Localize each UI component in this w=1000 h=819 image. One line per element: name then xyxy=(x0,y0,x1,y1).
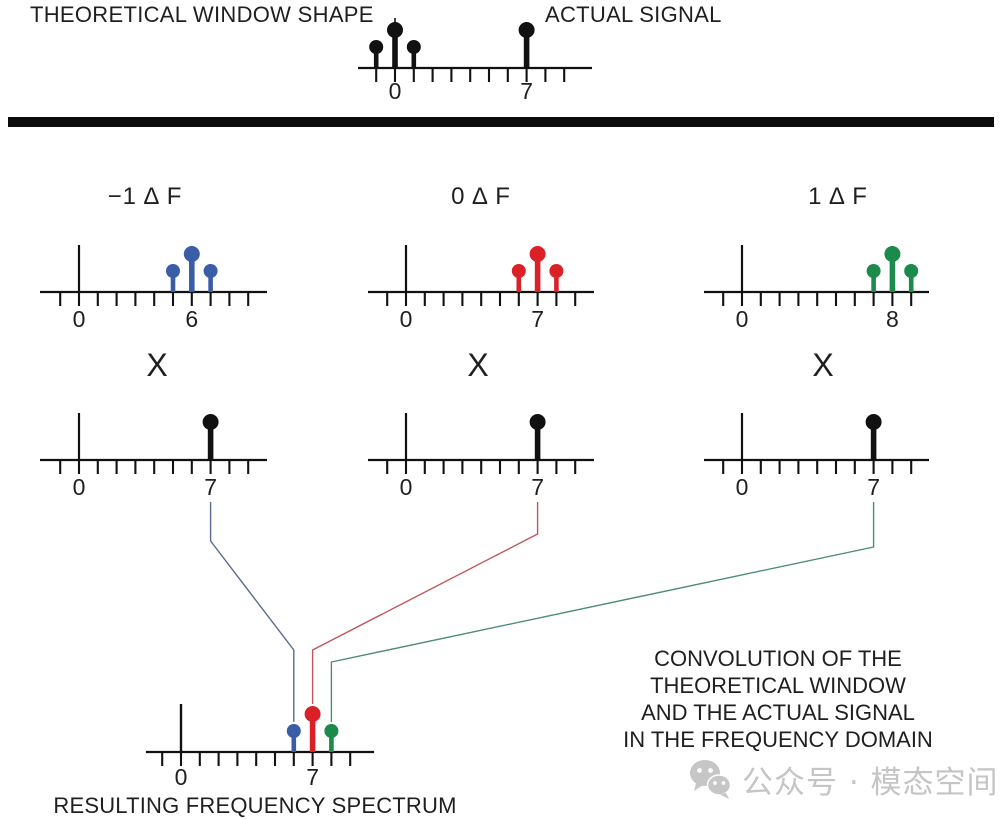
tick-label: 7 xyxy=(867,474,880,500)
tick-label: 0 xyxy=(73,306,86,332)
tick-label: 7 xyxy=(204,474,217,500)
stem-dot xyxy=(202,414,219,430)
header-actual-signal-label: ACTUAL SIGNAL xyxy=(545,2,722,27)
tick-label: 7 xyxy=(531,474,544,500)
convolution-annotation: CONVOLUTION OF THE THEORETICAL WINDOW AN… xyxy=(600,645,956,753)
tick-label: 7 xyxy=(531,306,544,332)
stem-dot xyxy=(518,22,535,38)
stem-dot xyxy=(387,22,403,38)
stem-dot xyxy=(865,414,882,430)
connector-line-minus-1df xyxy=(209,502,295,722)
stem-dot xyxy=(549,264,564,278)
shift-label-minus-1df: −1 Δ F xyxy=(107,183,183,210)
annotation-line-4: IN THE FREQUENCY DOMAIN xyxy=(623,727,933,752)
tick-label: 8 xyxy=(886,306,899,332)
stem-dot xyxy=(203,264,218,278)
stem-dot xyxy=(324,724,339,738)
stem-dot xyxy=(183,246,200,262)
watermark-text: 公众号 · 模态空间 xyxy=(742,765,999,801)
stem-dot xyxy=(529,414,546,430)
stem-dot xyxy=(904,264,919,278)
section-divider xyxy=(8,117,994,127)
shift-label-plus-1df: 1 Δ F xyxy=(808,183,868,210)
stem-dot xyxy=(406,40,421,54)
connector-line-0df xyxy=(311,502,539,704)
annotation-line-2: THEORETICAL WINDOW xyxy=(650,673,906,698)
stem-dot xyxy=(304,706,321,722)
stem-dot xyxy=(866,264,881,278)
tick-label: 7 xyxy=(520,78,533,104)
stem-dot xyxy=(369,40,384,54)
resulting-spectrum-caption: RESULTING FREQUENCY SPECTRUM xyxy=(53,793,457,818)
stem-dot xyxy=(884,246,901,262)
tick-label: 0 xyxy=(736,306,749,332)
tick-label: 7 xyxy=(306,764,319,790)
annotation-line-3: AND THE ACTUAL SIGNAL xyxy=(641,700,915,725)
header-theoretical-window-label: THEORETICAL WINDOW SHAPE xyxy=(30,2,374,27)
tick-label: 0 xyxy=(400,474,413,500)
shift-label-0df: 0 Δ F xyxy=(451,183,511,210)
stem-dot xyxy=(286,724,301,738)
connector-line-plus-1df xyxy=(330,502,875,722)
tick-label: 0 xyxy=(400,306,413,332)
multiply-symbol-left: X xyxy=(146,347,168,383)
tick-label: 0 xyxy=(73,474,86,500)
tick-label: 0 xyxy=(736,474,749,500)
annotation-line-1: CONVOLUTION OF THE xyxy=(654,646,902,671)
stem-dot xyxy=(529,246,546,262)
stem-dot xyxy=(511,264,526,278)
tick-label: 0 xyxy=(175,764,188,790)
multiply-symbol-right: X xyxy=(812,347,834,383)
watermark: 公众号 · 模态空间 xyxy=(688,757,999,802)
stem-dot xyxy=(166,264,180,278)
wechat-icon xyxy=(690,759,732,799)
tick-label: 6 xyxy=(185,306,198,332)
multiply-symbol-middle: X xyxy=(467,347,489,383)
tick-label: 0 xyxy=(389,78,402,104)
